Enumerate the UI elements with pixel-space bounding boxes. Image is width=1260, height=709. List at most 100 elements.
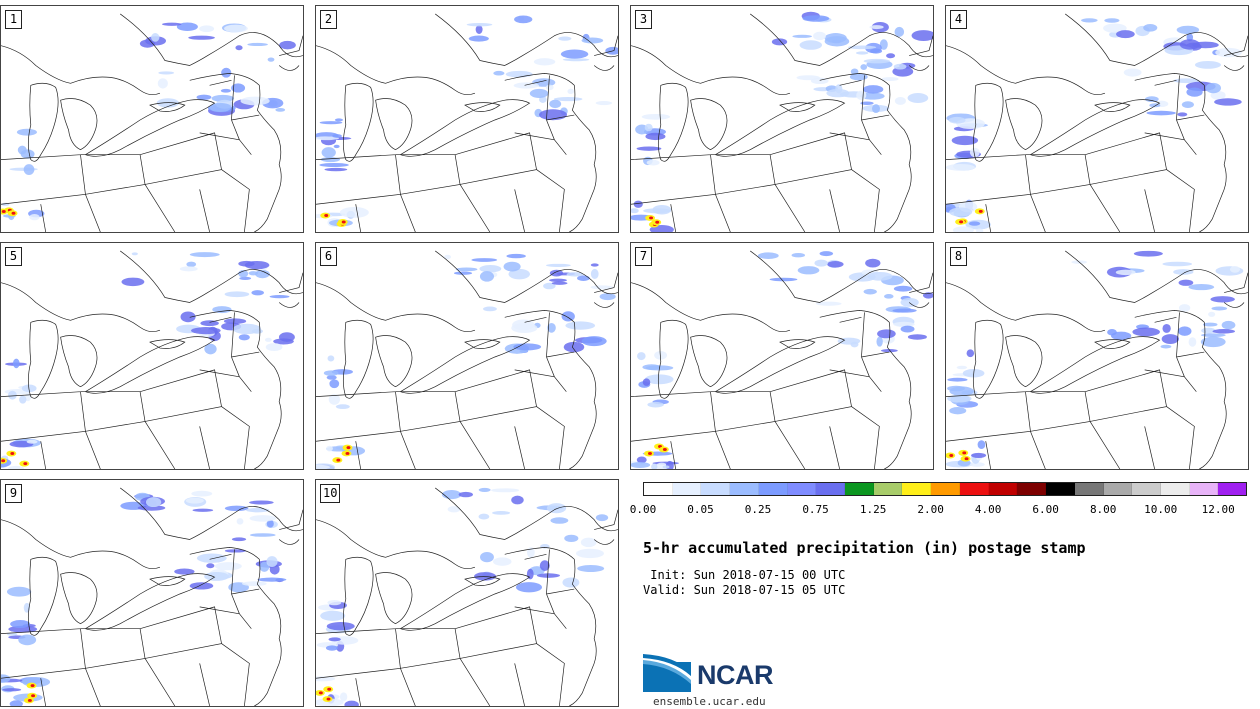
precip-cell (560, 49, 589, 59)
member-number: 4 (950, 10, 967, 29)
precip-cell (444, 254, 452, 260)
precip-cell (757, 252, 779, 259)
precip-cell (8, 390, 17, 400)
precip-cell (191, 490, 213, 497)
precip-cell (316, 698, 344, 706)
colorbar-tick-label: 2.00 (917, 503, 944, 516)
precip-cell (192, 508, 214, 512)
precip-cell (247, 42, 268, 47)
precip-cell (1192, 41, 1219, 49)
precip-cell (815, 301, 842, 306)
precip-cell (860, 64, 868, 71)
precip-cell-core (30, 684, 35, 688)
precip-cell (968, 221, 981, 226)
colorbar-segment (1017, 483, 1047, 495)
precip-cell (636, 146, 662, 151)
precip-cell-core (27, 698, 32, 702)
precip-cell (503, 261, 521, 272)
precip-cell-core (345, 451, 350, 455)
precip-cell (894, 96, 906, 105)
precip-cell (536, 573, 560, 578)
precip-cell (948, 116, 966, 124)
precip-cell (900, 297, 919, 307)
precip-cell-core (23, 462, 28, 466)
precip-cell (334, 118, 344, 122)
precip-cell (1200, 333, 1226, 337)
map-canvas (316, 13, 618, 232)
precip-cell-core (655, 220, 660, 224)
precip-cell (251, 290, 264, 296)
precip-cell (23, 164, 35, 176)
precip-cell (211, 94, 235, 102)
member-number: 3 (635, 10, 652, 29)
colorbar-tick-label: 0.05 (687, 503, 714, 516)
precip-cell (1177, 112, 1188, 117)
ncar-logo-text: NCAR (697, 660, 774, 690)
precip-cell (894, 26, 905, 37)
precip-cell (214, 562, 242, 571)
precip-cell (257, 577, 287, 582)
precip-cell-core (327, 687, 332, 691)
precip-cell (856, 51, 869, 55)
precip-cell (191, 327, 221, 335)
precip-cell (641, 113, 671, 120)
precip-cell (265, 343, 283, 352)
precip-cell (471, 258, 498, 262)
colorbar-tick-label: 1.25 (859, 503, 887, 516)
precip-cell (867, 271, 893, 281)
postage-stamp-map: 2 (315, 5, 619, 233)
precip-cell (527, 547, 535, 558)
precip-cell (326, 375, 337, 380)
precip-cell (1221, 320, 1236, 330)
precip-cell (329, 379, 340, 389)
precip-cell (549, 99, 562, 109)
precip-cell (279, 40, 296, 50)
colorbar-tick-label: 10.00 (1144, 503, 1178, 516)
precip-cell (224, 549, 247, 553)
precip-cell (12, 358, 20, 369)
precip-cell (458, 491, 473, 498)
precip-cell (644, 374, 674, 385)
precip-cell (802, 15, 830, 22)
precip-cell (511, 495, 524, 505)
postage-stamp-map: 8 (945, 242, 1249, 470)
precip-cell (893, 63, 907, 70)
precip-cell (797, 266, 820, 275)
precip-cell (506, 253, 526, 259)
precip-cell (206, 563, 215, 569)
precip-cell (869, 25, 884, 30)
precip-cell (326, 445, 333, 452)
precip-cell (19, 395, 27, 404)
precip-cell (563, 341, 585, 353)
precip-cell (492, 511, 511, 515)
precip-cell (186, 261, 197, 267)
precip-cell (266, 519, 274, 528)
precip-cell (863, 288, 877, 295)
precip-cell (220, 88, 231, 93)
precip-cell (1116, 30, 1135, 39)
precip-cell (545, 263, 571, 267)
precip-cell (642, 378, 651, 386)
precip-cell (577, 565, 605, 572)
plot-title: 5-hr accumulated precipitation (in) post… (643, 539, 1086, 557)
precip-cell (862, 85, 884, 94)
precip-cell-core (11, 211, 16, 215)
precip-cell (264, 337, 272, 342)
precip-cell (892, 308, 917, 313)
precip-cell (1178, 304, 1191, 312)
precip-cell (1162, 323, 1171, 333)
precip-cell-core (949, 454, 954, 458)
postage-stamp-map: 4 (945, 5, 1249, 233)
precip-cell (453, 271, 473, 275)
precip-cell (1194, 61, 1221, 69)
precip-cell (275, 107, 286, 112)
precip-cell (491, 488, 520, 493)
precip-cell (344, 700, 359, 706)
precip-cell (212, 306, 232, 314)
precip-cell (245, 507, 270, 513)
precip-cell (327, 599, 342, 606)
precip-cell (643, 208, 671, 214)
precip-cell (189, 252, 220, 258)
colorbar-tick-label: 0.25 (744, 503, 772, 516)
precip-cell (320, 156, 341, 163)
